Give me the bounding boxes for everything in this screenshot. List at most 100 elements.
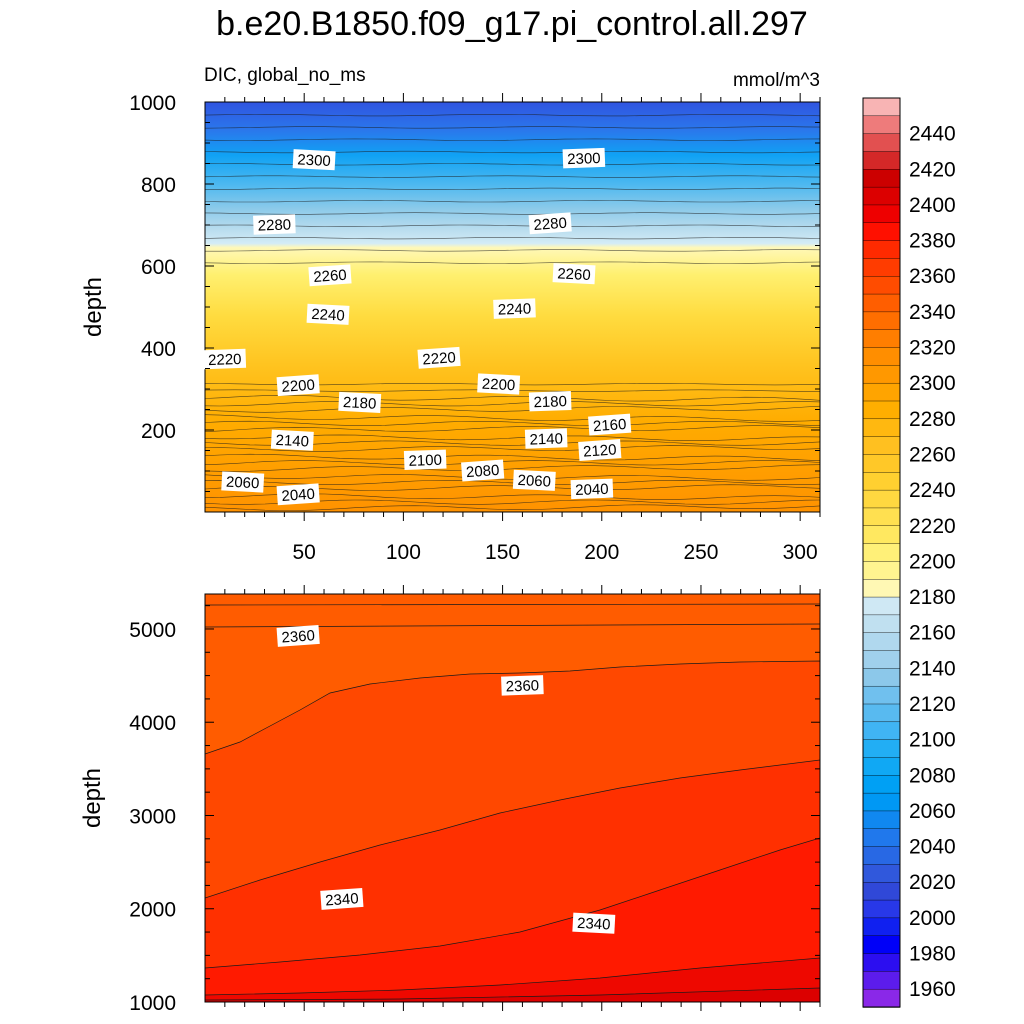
- contour-label-text: 2140: [275, 432, 309, 451]
- colorbar-label: 2140: [909, 657, 956, 680]
- contour-label-bg: [276, 374, 320, 397]
- top-contour-labels: 2040 2060 2100 2080 2060 2040 2120 2140 2140 2160…: [203, 147, 632, 506]
- top-contour-line: [205, 200, 820, 203]
- top-contour-line: [205, 236, 820, 240]
- contour-label: 2280: [253, 214, 296, 235]
- colorbar-swatch: [862, 347, 901, 367]
- bottom-panel-frame: [204, 593, 821, 1003]
- colorbar-label: 2240: [909, 479, 956, 502]
- contour-label-bg: [588, 413, 632, 436]
- contour-label: 2180: [528, 390, 572, 412]
- contour-label: 2260: [552, 263, 596, 285]
- top-contour-line: [205, 261, 820, 264]
- colorbar-label: 1980: [909, 943, 956, 966]
- top-contour-line: [205, 445, 820, 452]
- colorbar-swatch: [862, 614, 901, 634]
- colorbar-label: 2300: [909, 372, 956, 395]
- y-tick-label: 1000: [129, 92, 176, 115]
- y-tick-label: 800: [141, 174, 176, 197]
- colorbar-swatch: [862, 899, 901, 919]
- contour-label-bg: [562, 147, 606, 169]
- contour-label-text: 2240: [498, 301, 532, 319]
- top-axes: 50 100 150 200 250 300 200 400 600 800 1000: [129, 92, 821, 564]
- colorbar-swatch: [862, 917, 901, 937]
- contour-label-bg: [221, 471, 265, 493]
- top-contour-line: [205, 464, 820, 472]
- colorbar-swatch: [862, 739, 901, 759]
- colorbar-label: 2000: [909, 907, 956, 930]
- contour-label-text: 2340: [577, 915, 611, 934]
- colorbar-swatch: [862, 258, 901, 277]
- colorbar-label: 2100: [909, 729, 956, 752]
- contour-label: 2040: [570, 478, 614, 500]
- contour-label: 2340: [572, 912, 616, 934]
- colorbar-swatch: [862, 293, 901, 313]
- region-2360: [205, 837, 820, 1002]
- contour-label: 2360: [501, 675, 544, 696]
- colorbar-label: 2360: [909, 265, 956, 288]
- colorbar-swatch: [862, 864, 901, 883]
- bottom-ylabel: depth: [79, 768, 106, 828]
- colorbar-swatch: [862, 792, 901, 812]
- colorbar-label: 2160: [909, 622, 956, 645]
- contour-label-bg: [276, 483, 320, 506]
- contour-label-bg: [524, 428, 568, 449]
- contour-label-bg: [512, 469, 556, 491]
- colorbar-swatch: [862, 935, 901, 955]
- contour-label-bg: [203, 348, 247, 370]
- colorbar-frame: [862, 97, 901, 1008]
- colorbar-swatches: [862, 97, 901, 1008]
- colorbar-swatch: [862, 721, 901, 741]
- contour-label-bg: [477, 373, 521, 395]
- x-tick-label: 200: [584, 541, 619, 564]
- colorbar-swatch: [862, 685, 901, 705]
- contour-label-bg: [572, 912, 616, 934]
- colorbar-swatch: [862, 757, 901, 776]
- contour-label: 2060: [512, 469, 556, 491]
- contour-label-text: 2060: [226, 474, 260, 493]
- y-tick-label: 2000: [129, 899, 176, 922]
- top-contour-line: [205, 504, 820, 511]
- colorbar-labels: 2440 2420 2400 2380 2360 2340 2320 2300 2280 2260…: [909, 123, 956, 1002]
- contour-label-text: 2100: [408, 452, 442, 470]
- contour-label-bg: [578, 439, 622, 461]
- contour-label-bg: [461, 459, 505, 482]
- variable-label: DIC, global_no_ms: [204, 65, 366, 86]
- top-contour-line: [205, 414, 820, 422]
- colorbar-swatch: [862, 240, 901, 260]
- x-tick-label: 250: [683, 541, 718, 564]
- contour-label-text: 2120: [583, 441, 617, 460]
- contour-label: 2100: [403, 449, 447, 471]
- contour-label-bg: [253, 214, 296, 235]
- contour-label-text: 2140: [529, 430, 563, 448]
- contour-label-text: 2260: [557, 265, 591, 284]
- colorbar-swatch: [862, 382, 901, 402]
- colorbar-label: 2120: [909, 693, 956, 716]
- contour-label: 2080: [461, 459, 505, 482]
- top-contour-line: [205, 126, 820, 129]
- contour-label-bg: [308, 264, 352, 287]
- contour-label-text: 2340: [325, 890, 359, 909]
- colorbar-label: 2200: [909, 550, 956, 573]
- colorbar-label: 2060: [909, 800, 956, 823]
- top-contour-line: [205, 187, 820, 190]
- contour-label-text: 2220: [208, 351, 242, 369]
- top-contour-line: [205, 425, 820, 432]
- colorbar-swatch: [862, 988, 901, 1008]
- contour-label: 2240: [493, 298, 536, 319]
- colorbar-label: 2420: [909, 158, 956, 181]
- bottom-panel: 2340 2340 2360 2360 1000 2000 3000 4000 5000 de…: [79, 585, 821, 1015]
- colorbar-label: 2340: [909, 301, 956, 324]
- contour-label-bg: [403, 449, 447, 471]
- colorbar-swatch: [862, 489, 901, 509]
- colorbar-swatch: [862, 472, 901, 491]
- contour-label: 2220: [417, 346, 461, 369]
- contour-label-bg: [552, 263, 596, 285]
- contour-label-text: 2260: [313, 267, 347, 286]
- contour-label: 2260: [308, 264, 352, 287]
- colorbar-swatch: [862, 454, 901, 473]
- contour-label-text: 2280: [257, 216, 291, 234]
- colorbar-swatch: [862, 668, 901, 687]
- colorbar-swatch: [862, 115, 901, 135]
- top-contour-line: [205, 113, 820, 117]
